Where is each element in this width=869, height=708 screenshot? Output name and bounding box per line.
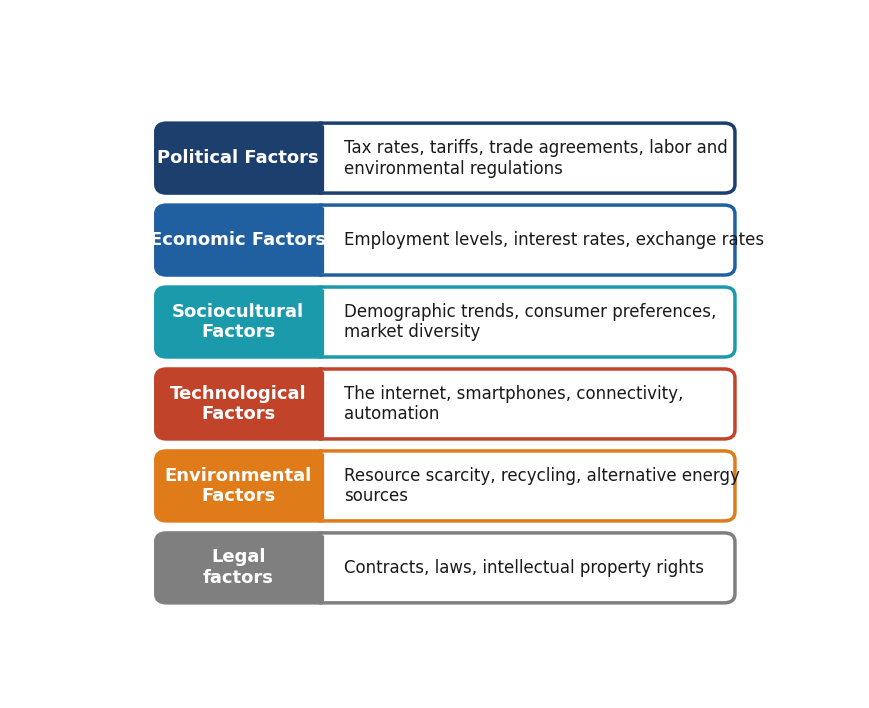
PathPatch shape: [321, 369, 735, 439]
PathPatch shape: [321, 205, 735, 275]
PathPatch shape: [156, 205, 321, 275]
PathPatch shape: [321, 451, 735, 521]
PathPatch shape: [156, 369, 321, 439]
PathPatch shape: [156, 287, 321, 357]
Text: Political Factors: Political Factors: [157, 149, 319, 167]
Text: The internet, smartphones, connectivity,
automation: The internet, smartphones, connectivity,…: [344, 384, 684, 423]
PathPatch shape: [156, 533, 321, 603]
Text: Technological
Factors: Technological Factors: [170, 384, 307, 423]
Text: Legal
factors: Legal factors: [202, 549, 274, 587]
Text: Employment levels, interest rates, exchange rates: Employment levels, interest rates, excha…: [344, 231, 765, 249]
PathPatch shape: [156, 451, 321, 521]
PathPatch shape: [321, 287, 735, 357]
Text: Resource scarcity, recycling, alternative energy
sources: Resource scarcity, recycling, alternativ…: [344, 467, 740, 506]
Text: Tax rates, tariffs, trade agreements, labor and
environmental regulations: Tax rates, tariffs, trade agreements, la…: [344, 139, 728, 178]
PathPatch shape: [321, 123, 735, 193]
PathPatch shape: [321, 533, 735, 603]
Text: Contracts, laws, intellectual property rights: Contracts, laws, intellectual property r…: [344, 559, 705, 577]
Text: Economic Factors: Economic Factors: [150, 231, 327, 249]
Text: Sociocultural
Factors: Sociocultural Factors: [172, 302, 304, 341]
Text: Demographic trends, consumer preferences,
market diversity: Demographic trends, consumer preferences…: [344, 302, 717, 341]
PathPatch shape: [156, 123, 321, 193]
Text: Environmental
Factors: Environmental Factors: [165, 467, 312, 506]
